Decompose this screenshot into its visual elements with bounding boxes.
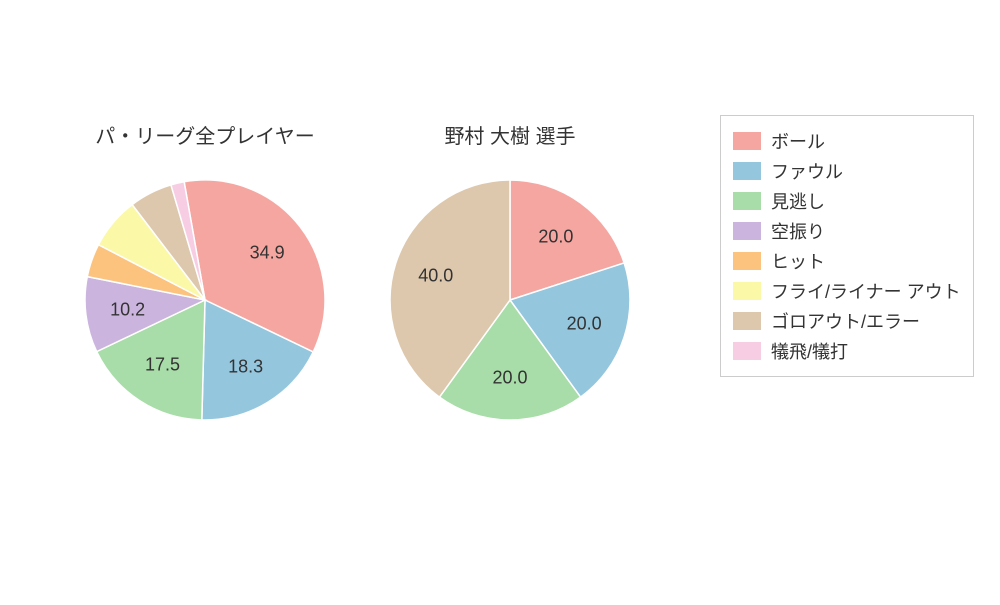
- legend-item: ファウル: [733, 158, 961, 184]
- legend-swatch: [733, 162, 761, 180]
- pie-title: 野村 大樹 選手: [360, 120, 660, 149]
- legend-label: 犠飛/犠打: [771, 338, 848, 364]
- legend-label: フライ/ライナー アウト: [771, 278, 961, 304]
- legend-item: ボール: [733, 128, 961, 154]
- legend-swatch: [733, 342, 761, 360]
- legend-label: ファウル: [771, 158, 843, 184]
- legend-swatch: [733, 312, 761, 330]
- legend-item: 見逃し: [733, 188, 961, 214]
- legend-swatch: [733, 252, 761, 270]
- pie-title: パ・リーグ全プレイヤー: [55, 120, 355, 149]
- legend-label: ボール: [771, 128, 825, 154]
- legend-label: ヒット: [771, 248, 825, 274]
- legend: ボールファウル見逃し空振りヒットフライ/ライナー アウトゴロアウト/エラー犠飛/…: [720, 115, 974, 377]
- legend-item: ヒット: [733, 248, 961, 274]
- legend-item: 犠飛/犠打: [733, 338, 961, 364]
- legend-swatch: [733, 192, 761, 210]
- legend-label: 見逃し: [771, 188, 825, 214]
- legend-item: ゴロアウト/エラー: [733, 308, 961, 334]
- chart-container: 34.918.317.510.2パ・リーグ全プレイヤー20.020.020.04…: [0, 0, 1000, 600]
- legend-item: 空振り: [733, 218, 961, 244]
- legend-swatch: [733, 282, 761, 300]
- legend-item: フライ/ライナー アウト: [733, 278, 961, 304]
- legend-swatch: [733, 132, 761, 150]
- legend-label: ゴロアウト/エラー: [771, 308, 920, 334]
- legend-swatch: [733, 222, 761, 240]
- legend-label: 空振り: [771, 218, 825, 244]
